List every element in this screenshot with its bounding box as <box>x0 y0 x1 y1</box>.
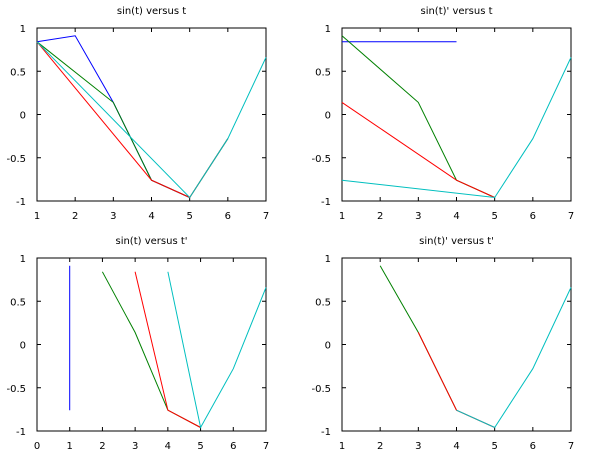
x-tick-label: 2 <box>72 211 78 222</box>
y-tick-label: 1 <box>325 24 331 35</box>
series-line-green <box>36 41 229 199</box>
x-tick-label: 3 <box>110 211 116 222</box>
x-tick-label: 7 <box>263 211 269 222</box>
series-line-green <box>101 271 201 428</box>
series-line-cyan <box>456 287 572 429</box>
chart-panel-3: sin(t) versus t' 0 1 2 3 4 5 6 7 1 0.5 0 -0.5 -1 <box>6 236 269 452</box>
y-tick-label: -1 <box>16 427 26 438</box>
y-tick-label: 0 <box>20 111 26 122</box>
x-tick-label: 4 <box>148 211 154 222</box>
chart-title: sin(t) versus t' <box>115 236 187 247</box>
y-tick-label: 0.5 <box>10 297 26 308</box>
y-tick-label: 0 <box>325 341 331 352</box>
plot-frame <box>36 257 267 432</box>
x-tick-label: 5 <box>197 441 203 452</box>
y-tick-label: -0.5 <box>6 384 26 395</box>
chart-panel-1: sin(t) versus t 1 2 3 4 5 6 7 1 0.5 0 -0.5 -1 <box>6 6 269 222</box>
chart-panel-4: sin(t)' versus t' 1 2 3 4 5 6 7 1 0.5 0 -0.5 -1 <box>311 236 574 452</box>
series-line-cyan <box>341 57 572 199</box>
y-tick-label: 1 <box>325 254 331 265</box>
x-tick-label: 4 <box>165 441 171 452</box>
plot-frame <box>341 27 572 202</box>
x-tick-label: 7 <box>263 441 269 452</box>
y-tick-label: 1 <box>20 254 26 265</box>
x-tick-label: 4 <box>453 211 459 222</box>
x-tick-label: 5 <box>186 211 192 222</box>
series-line-red <box>341 101 495 198</box>
x-tick-label: 1 <box>34 211 40 222</box>
series-line-red <box>134 271 201 428</box>
series-line-green <box>379 265 457 411</box>
chart-panel-2: sin(t)' versus t 1 2 3 4 5 6 7 1 0.5 0 -0.5 -1 <box>311 6 574 222</box>
series-line-green <box>341 35 495 198</box>
y-tick-label: 0.5 <box>10 67 26 78</box>
chart-title: sin(t)' versus t' <box>419 236 494 247</box>
x-tick-label: 3 <box>415 441 421 452</box>
series-line-cyan <box>167 271 267 429</box>
x-tick-label: 5 <box>491 211 497 222</box>
x-tick-label: 6 <box>230 441 236 452</box>
y-tick-label: 0.5 <box>315 297 331 308</box>
plot-frame <box>341 257 572 432</box>
y-tick-label: 0 <box>20 341 26 352</box>
y-tick-label: -1 <box>321 427 331 438</box>
x-tick-label: 1 <box>339 441 345 452</box>
y-tick-label: -0.5 <box>6 154 26 165</box>
plot-frame <box>36 27 267 202</box>
series-line-red <box>417 332 495 428</box>
x-tick-label: 3 <box>415 211 421 222</box>
y-tick-label: -1 <box>321 197 331 208</box>
x-tick-label: 3 <box>132 441 138 452</box>
y-tick-label: 1 <box>20 24 26 35</box>
x-tick-label: 2 <box>377 211 383 222</box>
x-tick-label: 5 <box>491 441 497 452</box>
x-tick-label: 7 <box>568 441 574 452</box>
chart-title: sin(t)' versus t <box>420 6 492 17</box>
x-tick-label: 2 <box>99 441 105 452</box>
x-tick-label: 1 <box>339 211 345 222</box>
x-tick-label: 0 <box>34 441 40 452</box>
chart-title: sin(t) versus t <box>117 6 186 17</box>
y-tick-label: 0 <box>325 111 331 122</box>
y-tick-label: -0.5 <box>311 384 331 395</box>
x-tick-label: 2 <box>377 441 383 452</box>
x-tick-label: 4 <box>453 441 459 452</box>
series-line-cyan <box>36 41 267 199</box>
x-tick-label: 6 <box>530 211 536 222</box>
x-tick-label: 6 <box>530 441 536 452</box>
x-tick-label: 1 <box>67 441 73 452</box>
y-tick-label: -1 <box>16 197 26 208</box>
x-tick-label: 7 <box>568 211 574 222</box>
y-tick-label: -0.5 <box>311 154 331 165</box>
y-tick-label: 0.5 <box>315 67 331 78</box>
x-tick-label: 6 <box>225 211 231 222</box>
